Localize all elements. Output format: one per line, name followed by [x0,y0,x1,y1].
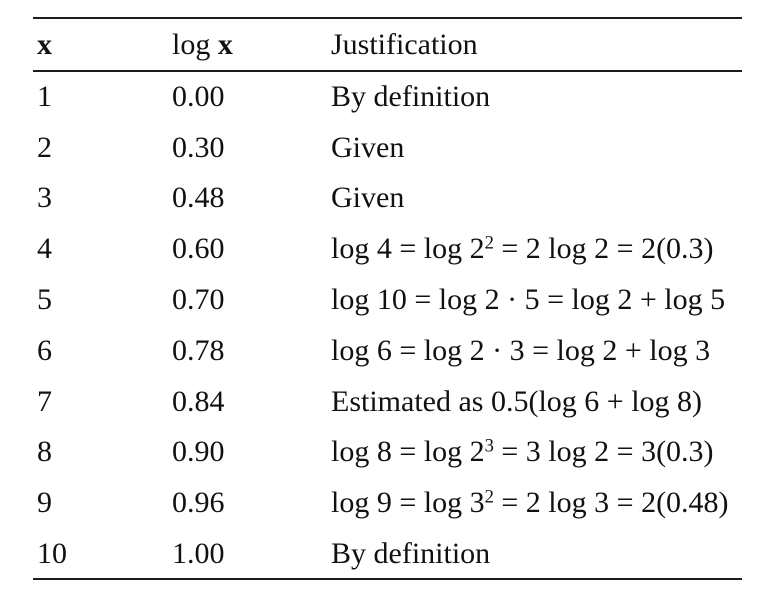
cell-log-x: 0.48 [172,181,225,215]
table-body: 1 0.00 By definition 2 0.30 Given 3 0.48 Given 4 0… [33,71,742,579]
cell-x: 1 [37,80,52,114]
cell-log-x: 1.00 [172,536,225,570]
text-run: = 3 log 2 = 3(0.3) [493,435,714,469]
text-run: By definition [331,536,491,570]
cell-x: 10 [37,536,67,570]
log-table: x log x Justification 1 0.00 By definition 2 0… [33,17,742,580]
text-run: Estimated as 0.5(log 6 + log 8) [331,384,703,418]
text-run: Given [331,181,405,215]
cell-x: 5 [37,283,52,317]
cell-x: 4 [37,232,52,266]
text-run: log 10 = log 2 · 5 = log 2 + log 5 [331,283,726,317]
table-row: 3 0.48 Given [33,173,742,224]
cell-log-x: 0.60 [172,232,225,266]
cell-justification: Given [327,122,742,173]
cell-justification: log 8 = log 23 = 3 log 2 = 3(0.3) [327,427,742,478]
cell-justification: Estimated as 0.5(log 6 + log 8) [327,376,742,427]
cell-justification: By definition [327,528,742,579]
cell-x: 9 [37,486,52,520]
text-run: log [172,28,218,61]
text-run: log 6 = log 2 · 3 = log 2 + log 3 [331,333,711,367]
table-row: 7 0.84 Estimated as 0.5(log 6 + log 8) [33,376,742,427]
cell-justification: log 10 = log 2 · 5 = log 2 + log 5 [327,274,742,325]
text-run: = 2 log 3 = 2(0.48) [493,486,729,520]
cell-log-x: 0.78 [172,333,225,367]
table-row: 1 0.00 By definition [33,71,742,122]
text-run: By definition [331,80,491,114]
table-row: 2 0.30 Given [33,122,742,173]
table-row: 5 0.70 log 10 = log 2 · 5 = log 2 + log 5 [33,274,742,325]
cell-justification: log 9 = log 32 = 2 log 3 = 2(0.48) [327,477,742,528]
table-row: 8 0.90 log 8 = log 23 = 3 log 2 = 3(0.3) [33,427,742,478]
text-run: log 4 = log 2 [331,232,485,266]
cell-log-x: 0.90 [172,435,225,469]
header-row: x log x Justification [33,18,742,71]
cell-x: 7 [37,384,52,418]
text-run: = 2 log 2 = 2(0.3) [493,232,714,266]
table-row: 6 0.78 log 6 = log 2 · 3 = log 2 + log 3 [33,325,742,376]
cell-justification: Given [327,173,742,224]
col-header-log-x: log x [168,18,327,71]
text-run: Given [331,130,405,164]
cell-justification: log 4 = log 22 = 2 log 2 = 2(0.3) [327,223,742,274]
cell-log-x: 0.70 [172,283,225,317]
text-run: log 9 = log 3 [331,486,485,520]
exponent: 2 [484,232,494,254]
cell-x: 2 [37,130,52,164]
table-header: x log x Justification [33,18,742,71]
cell-justification: log 6 = log 2 · 3 = log 2 + log 3 [327,325,742,376]
cell-log-x: 0.30 [172,130,225,164]
table-row: 10 1.00 By definition [33,528,742,579]
exponent: 2 [484,486,494,508]
cell-log-x: 0.00 [172,80,225,114]
cell-x: 6 [37,333,52,367]
cell-log-x: 0.84 [172,384,225,418]
text-run: x [217,28,233,61]
text-run: x [37,28,52,61]
cell-justification: By definition [327,71,742,122]
text-run: Justification [331,28,478,61]
col-header-x: x [33,18,168,71]
cell-x: 3 [37,181,52,215]
table-row: 4 0.60 log 4 = log 22 = 2 log 2 = 2(0.3) [33,223,742,274]
exponent: 3 [484,436,494,458]
text-run: log 8 = log 2 [331,435,485,469]
cell-log-x: 0.96 [172,486,225,520]
col-header-justification: Justification [327,18,742,71]
cell-x: 8 [37,435,52,469]
table-row: 9 0.96 log 9 = log 32 = 2 log 3 = 2(0.48) [33,477,742,528]
